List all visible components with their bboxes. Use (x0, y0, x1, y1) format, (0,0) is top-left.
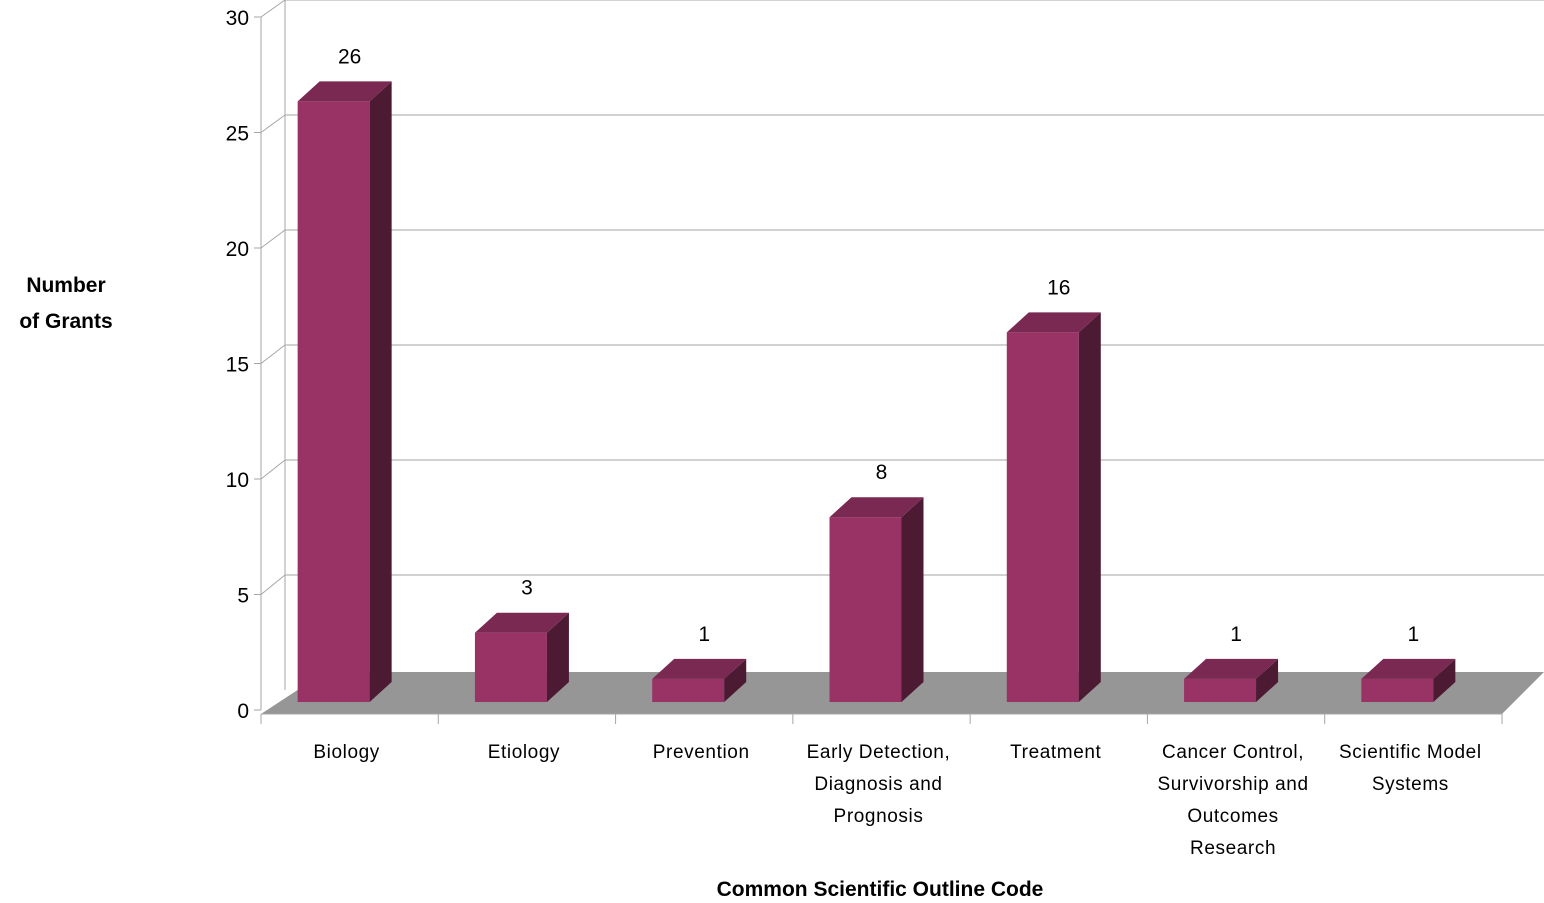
gridline-side (260, 229, 286, 249)
y-tick-label: 20 (226, 238, 249, 261)
data-label: 1 (1230, 623, 1242, 646)
x-axis-title: Common Scientific Outline Code (717, 878, 1044, 901)
y-axis-title-line: Number (26, 274, 105, 297)
x-tick-label: Treatment (1010, 742, 1101, 763)
bar-front (1006, 332, 1079, 702)
x-tick-label-line: Etiology (488, 742, 560, 763)
y-tick-label: 5 (237, 585, 249, 608)
x-tick-label-line: Research (1190, 838, 1276, 859)
bar (1006, 312, 1101, 702)
data-label: 1 (1408, 623, 1420, 646)
x-tick-label-line: Cancer Control, (1162, 742, 1304, 763)
bar-top (1361, 658, 1456, 679)
data-label: 8 (876, 461, 888, 484)
x-tick-label-line: Scientific Model (1339, 742, 1482, 763)
bar-side (901, 497, 924, 702)
bar-front (474, 632, 547, 702)
bar-side (546, 612, 569, 702)
x-tick-label: Etiology (488, 742, 560, 763)
bar-front (1184, 678, 1257, 702)
x-tick-label: Biology (313, 742, 380, 763)
x-tick-label: Early Detection, Diagnosis and Prognosis (807, 742, 951, 827)
x-tick-label-line: Treatment (1010, 742, 1101, 763)
bar-front (297, 101, 370, 702)
bar-side (369, 81, 392, 702)
bar (297, 81, 392, 702)
labels: 0 5 10 15 20 25 30 26 3 1 8 16 1 1 Biology Etiology Prev… (226, 7, 1482, 859)
bar (829, 497, 924, 702)
x-tick-label: Scientific Model Systems (1339, 742, 1482, 795)
axes (254, 0, 1503, 724)
bar-top (474, 612, 569, 633)
x-tick-label-line: Outcomes (1187, 806, 1278, 827)
data-label: 1 (698, 623, 710, 646)
bars (297, 81, 1456, 702)
data-label: 3 (521, 577, 533, 600)
x-tick-label-line: Systems (1372, 774, 1449, 795)
bar-top (829, 497, 924, 518)
y-tick-label: 15 (226, 354, 249, 377)
x-tick-label-line: Diagnosis and (814, 774, 942, 795)
bar-front (652, 678, 725, 702)
bar (474, 612, 569, 702)
y-axis-title-line: of Grants (19, 310, 112, 333)
bar-side (1433, 658, 1456, 702)
bar-top (652, 658, 747, 679)
x-tick-label-line: Early Detection, (807, 742, 951, 763)
x-tick-label: Cancer Control, Survivorship and Outcomes R… (1158, 742, 1309, 859)
y-tick-label: 0 (237, 700, 249, 723)
x-tick-label-line: Biology (313, 742, 380, 763)
x-tick-label: Prevention (653, 742, 750, 763)
bar-top (1006, 312, 1101, 333)
gridline-side (260, 0, 286, 18)
bar-front (1361, 678, 1434, 702)
gridline-side (260, 574, 286, 595)
bar-top (297, 81, 392, 102)
data-label: 26 (338, 45, 361, 68)
gridline-side (260, 459, 286, 480)
y-axis-title: Number of Grants (19, 274, 112, 333)
x-tick-label-line: Prevention (653, 742, 750, 763)
y-tick-label: 25 (226, 123, 249, 146)
bar-side (1256, 658, 1279, 702)
bar (652, 658, 747, 702)
bar-front (829, 517, 902, 702)
bar-top (1184, 658, 1279, 679)
bar (1184, 658, 1279, 702)
gridlines (260, 0, 1544, 595)
y-tick-label: 10 (226, 469, 249, 492)
x-tick-label-line: Prognosis (834, 806, 924, 827)
x-tick-label-line: Survivorship and (1158, 774, 1309, 795)
bar-side (724, 658, 747, 702)
bar-side (1078, 312, 1101, 702)
bar (1361, 658, 1456, 702)
y-tick-label: 30 (226, 7, 249, 30)
data-label: 16 (1047, 276, 1070, 299)
gridline-side (260, 344, 286, 364)
gridline-side (260, 114, 286, 133)
